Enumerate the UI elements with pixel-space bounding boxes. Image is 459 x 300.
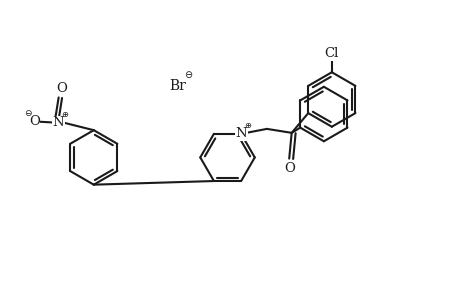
Text: Br: Br xyxy=(169,79,186,93)
Text: $\oplus$: $\oplus$ xyxy=(243,122,252,130)
Text: O: O xyxy=(56,82,67,94)
Text: $\ominus$: $\ominus$ xyxy=(184,69,193,80)
Text: $\ominus$: $\ominus$ xyxy=(23,108,32,118)
Text: O: O xyxy=(283,162,294,175)
Text: N: N xyxy=(52,116,64,129)
Text: N: N xyxy=(235,127,246,140)
Text: $\oplus$: $\oplus$ xyxy=(61,110,69,119)
Text: O: O xyxy=(29,115,39,128)
Text: Cl: Cl xyxy=(324,47,338,60)
